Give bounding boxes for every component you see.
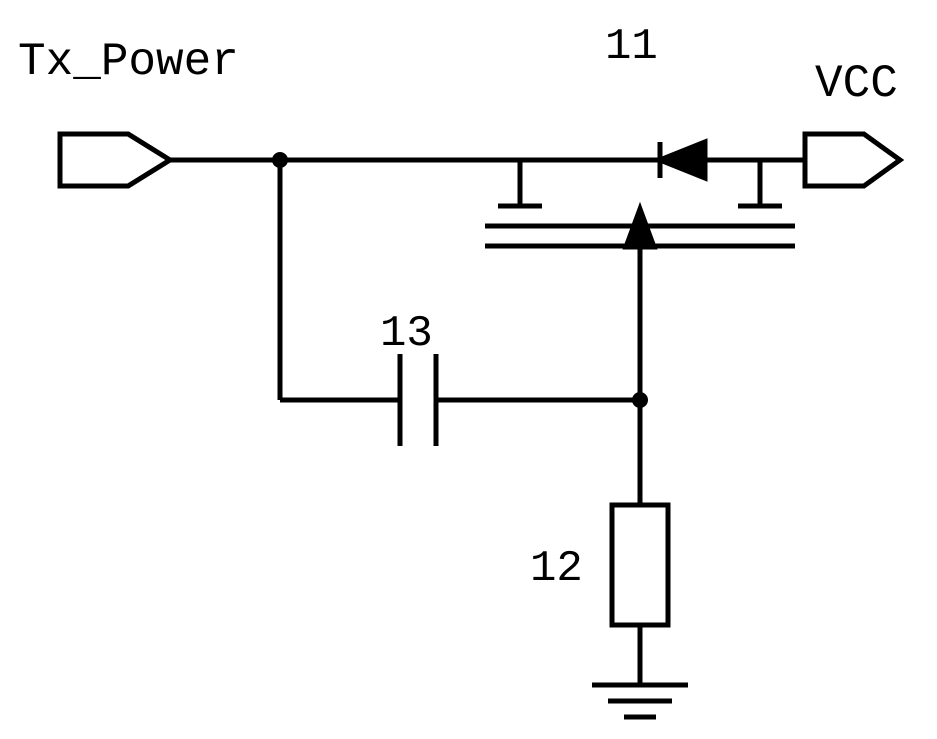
label-13: 13	[380, 309, 433, 359]
tx-power-label: Tx_Power	[18, 36, 239, 88]
node-left	[272, 152, 288, 168]
label-12: 12	[530, 544, 583, 594]
label-11: 11	[605, 22, 658, 72]
body-diode-anode-icon	[660, 142, 705, 178]
tx-power-port	[60, 134, 170, 186]
node-mid	[632, 392, 648, 408]
vcc-label: VCC	[815, 58, 898, 110]
resistor-12	[612, 505, 668, 625]
vcc-port	[805, 134, 900, 186]
